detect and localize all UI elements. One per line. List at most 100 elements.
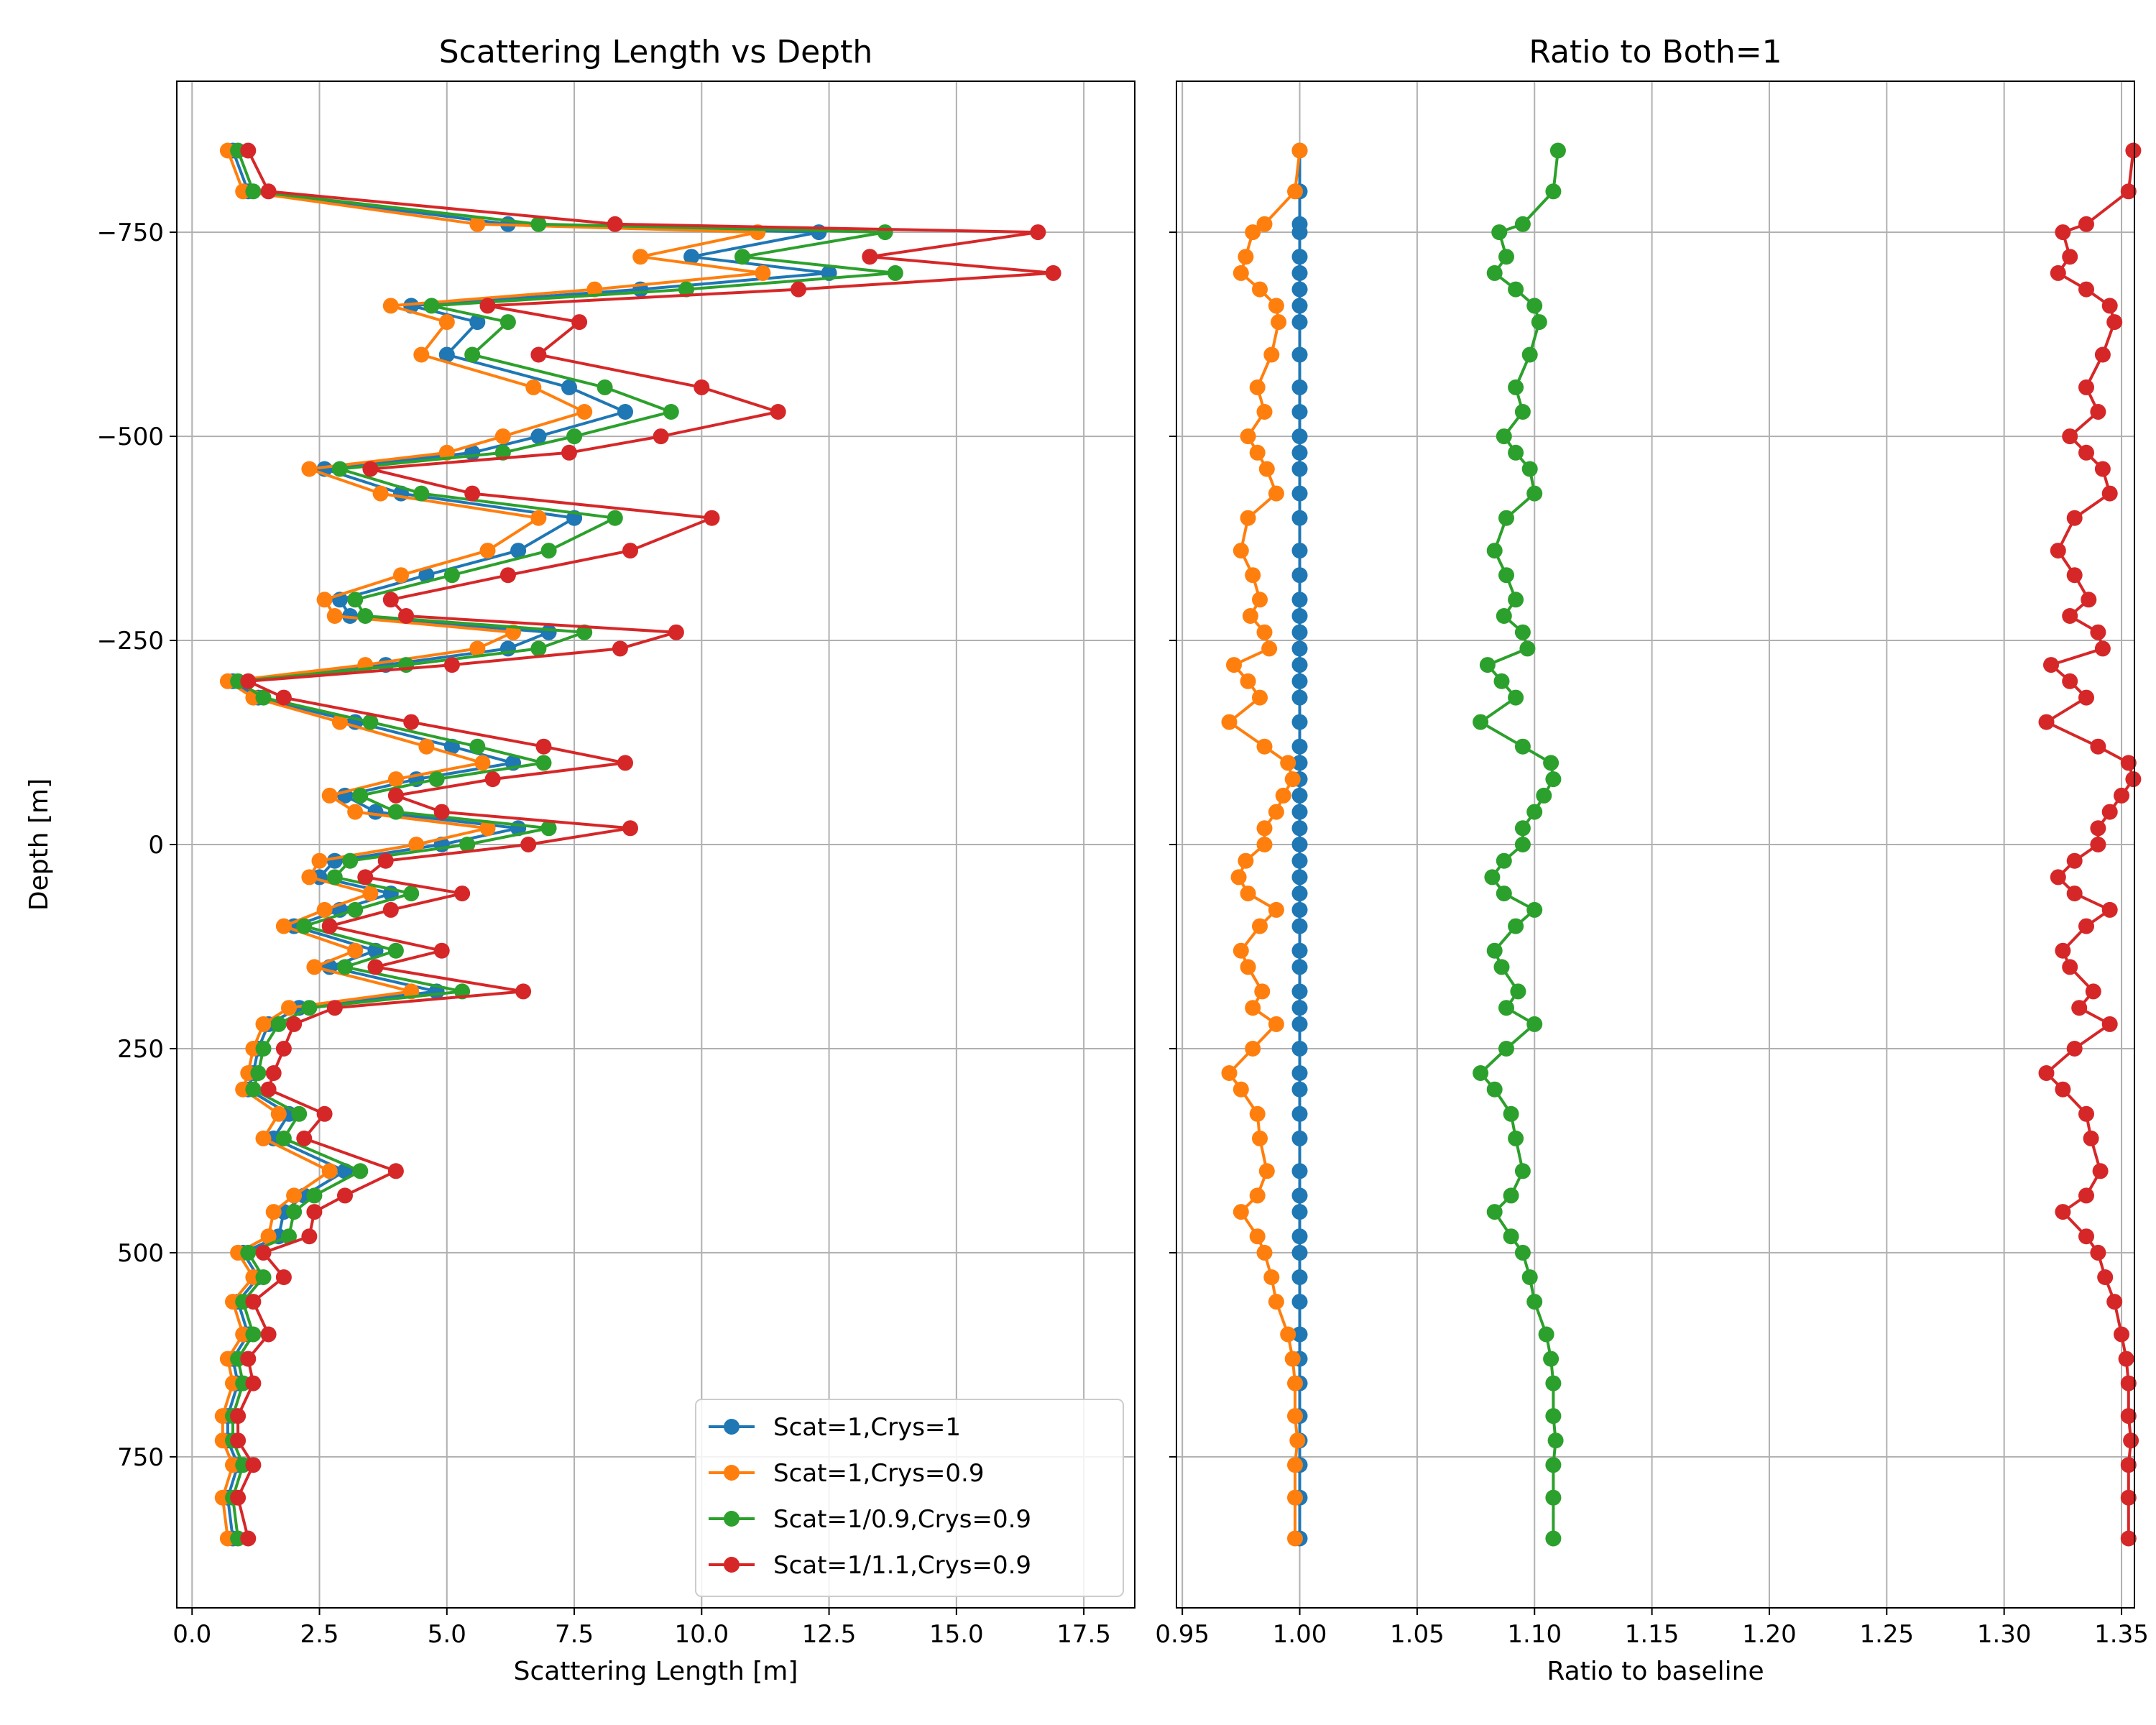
data-point <box>1261 640 1278 657</box>
data-point <box>2083 1130 2099 1146</box>
data-point <box>1514 820 1531 837</box>
data-point <box>1514 624 1531 640</box>
data-point <box>1526 485 1543 502</box>
data-point <box>1291 787 1308 804</box>
data-point <box>245 1326 262 1343</box>
left-ticks: 0.0 2.5 5.0 7.5 10.0 12.5 15.0 17.5 −750 −500 −250… <box>97 218 1111 1649</box>
data-point <box>260 1228 277 1245</box>
data-point <box>1514 1244 1531 1261</box>
data-point <box>1291 404 1308 420</box>
data-point <box>1496 608 1512 624</box>
data-point <box>668 624 684 640</box>
data-point <box>255 1244 272 1261</box>
x-tick-label: 10.0 <box>674 1620 729 1649</box>
data-point <box>1258 1163 1275 1179</box>
data-point <box>301 869 318 886</box>
data-point <box>1521 346 1538 363</box>
data-point <box>1503 1228 1519 1245</box>
data-point <box>2106 314 2123 331</box>
data-point <box>2055 224 2071 241</box>
x-tick-label: 1.05 <box>1390 1620 1445 1649</box>
data-point <box>2090 1244 2106 1261</box>
data-point <box>1252 592 1268 608</box>
data-point <box>1508 689 1524 706</box>
data-point <box>2081 592 2097 608</box>
data-point <box>1287 1489 1303 1506</box>
right-series <box>1221 142 2142 1547</box>
data-point <box>1508 592 1524 608</box>
data-point <box>1287 1530 1303 1547</box>
data-point <box>663 404 679 420</box>
data-point <box>408 837 425 852</box>
data-point <box>1291 346 1308 363</box>
data-point <box>1030 224 1046 241</box>
data-point <box>1045 264 1061 281</box>
data-point <box>2090 837 2106 852</box>
data-point <box>382 901 399 918</box>
data-point <box>530 640 547 657</box>
data-point <box>1547 1432 1564 1449</box>
data-point <box>418 738 435 755</box>
data-point <box>694 379 710 395</box>
data-point <box>2062 428 2078 445</box>
data-point <box>653 428 669 445</box>
data-point <box>265 1065 282 1081</box>
data-point <box>1230 869 1247 886</box>
data-point <box>230 1432 247 1449</box>
data-point <box>1240 886 1256 902</box>
x-tick-label: 1.35 <box>2094 1620 2149 1649</box>
data-point <box>1543 1351 1560 1367</box>
data-point <box>1240 959 1256 975</box>
x-tick-label: 1.30 <box>1977 1620 2032 1649</box>
data-point <box>1245 1041 1261 1057</box>
data-point <box>337 959 353 975</box>
scattering-length-axes: 0.0 2.5 5.0 7.5 10.0 12.5 15.0 17.5 −750 −500 −250… <box>24 34 1135 1686</box>
data-point <box>403 714 420 730</box>
y-tick-label: −250 <box>97 627 164 656</box>
data-point <box>1287 183 1303 200</box>
data-point <box>1291 837 1308 852</box>
data-point <box>2094 640 2111 657</box>
data-point <box>887 264 903 281</box>
data-point <box>316 1105 333 1122</box>
data-point <box>2120 755 2137 771</box>
data-point <box>2125 771 2142 788</box>
data-point <box>1291 755 1308 771</box>
data-point <box>1252 1130 1268 1146</box>
data-point <box>347 942 364 959</box>
data-point <box>576 404 593 420</box>
data-point <box>2097 1269 2114 1285</box>
data-point <box>326 852 343 869</box>
data-point <box>2120 1375 2137 1392</box>
data-point <box>1263 346 1280 363</box>
y-axis-label: Depth [m] <box>24 778 54 911</box>
series-1 <box>214 142 771 1547</box>
data-point <box>306 1204 323 1220</box>
data-point <box>357 869 374 886</box>
data-point <box>1256 837 1273 852</box>
data-point <box>2050 543 2066 559</box>
data-point <box>1510 983 1526 1000</box>
right-grid <box>1176 81 2134 1608</box>
data-point <box>1233 543 1249 559</box>
x-tick-label: 17.5 <box>1056 1620 1111 1649</box>
data-point <box>301 461 318 477</box>
data-point <box>586 281 603 298</box>
data-point <box>1284 1351 1301 1367</box>
data-point <box>1256 1244 1273 1261</box>
data-point <box>1291 942 1308 959</box>
right-ticks: 0.95 1.00 1.05 1.10 1.15 1.20 1.25 1.30 1.35 <box>1155 231 2149 1649</box>
data-point <box>1291 592 1308 608</box>
data-point <box>413 485 430 502</box>
series-line <box>1227 150 1302 1539</box>
data-point <box>260 1081 277 1098</box>
data-point <box>321 918 338 934</box>
data-point <box>1526 804 1543 820</box>
data-point <box>877 224 893 241</box>
data-point <box>607 510 623 526</box>
data-point <box>1545 1408 1562 1425</box>
data-point <box>469 216 486 232</box>
data-point <box>499 314 516 331</box>
data-point <box>596 379 613 395</box>
data-point <box>1514 837 1531 852</box>
